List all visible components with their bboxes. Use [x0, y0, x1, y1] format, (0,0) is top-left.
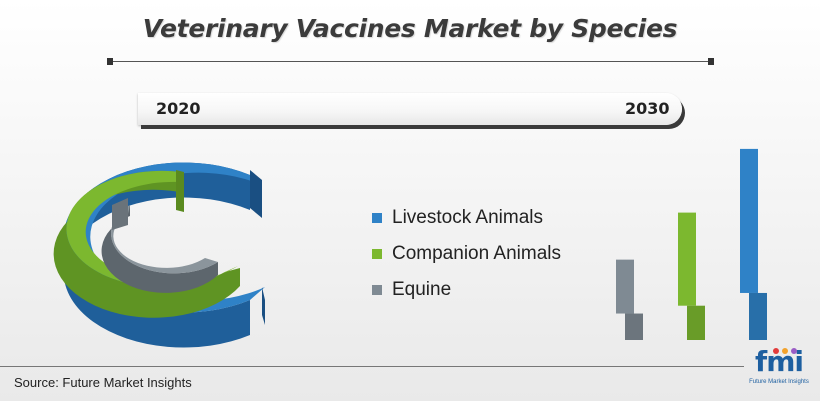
bar-equine-2020 — [625, 313, 643, 340]
logo-dot — [782, 348, 788, 354]
legend: Livestock Animals Companion Animals Equi… — [372, 200, 561, 308]
bar-equine-2030 — [616, 259, 634, 314]
end-year-label: 2030 — [625, 99, 670, 118]
logo-dot — [773, 348, 779, 354]
fmi-logo: fmi Future Market Insights — [742, 346, 816, 398]
logo-subtitle: Future Market Insights — [749, 379, 809, 385]
companion-ring — [53, 170, 241, 318]
bar-companion-animals-2020 — [687, 305, 705, 340]
logo-wordmark: fmi — [755, 345, 804, 378]
bar-livestock-animals-2030 — [740, 148, 758, 293]
legend-item-livestock: Livestock Animals — [372, 200, 561, 236]
legend-swatch — [372, 213, 382, 223]
source-note: Source: Future Market Insights — [14, 375, 192, 390]
title-underline — [111, 61, 711, 62]
legend-label: Companion Animals — [392, 243, 561, 264]
source-divider — [0, 366, 744, 367]
legend-swatch — [372, 249, 382, 259]
title-underline-left-cap — [107, 58, 113, 65]
legend-label: Livestock Animals — [392, 207, 544, 228]
start-year-label: 2020 — [156, 99, 201, 118]
legend-item-equine: Equine — [372, 272, 561, 308]
chart-title: Veterinary Vaccines Market by Species — [142, 14, 678, 43]
year-range-bar — [138, 93, 682, 125]
bar-livestock-animals-2020 — [749, 292, 767, 340]
equine-ring — [101, 198, 218, 293]
logo-dot — [791, 348, 797, 354]
legend-item-companion: Companion Animals — [372, 236, 561, 272]
title-underline-right-cap — [708, 58, 714, 65]
bar-companion-animals-2030 — [678, 212, 696, 306]
legend-label: Equine — [392, 279, 452, 300]
legend-swatch — [372, 285, 382, 295]
